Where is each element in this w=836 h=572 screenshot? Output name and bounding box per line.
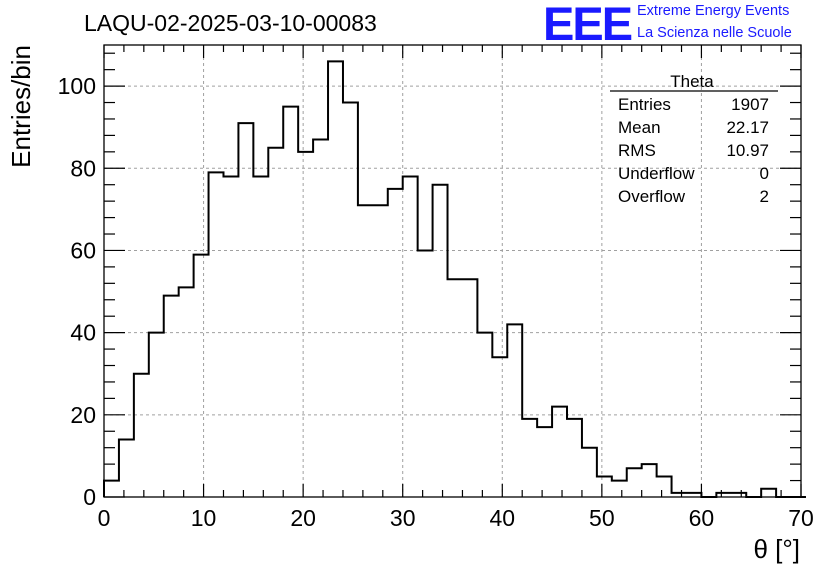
histogram-bin	[388, 189, 403, 497]
logo-caption-line1: Extreme Energy Events	[637, 3, 790, 19]
histogram-bin	[328, 61, 343, 497]
histogram-bin	[462, 279, 477, 497]
stats-row-value: 22.17	[726, 118, 769, 137]
x-tick-label: 0	[98, 505, 111, 531]
histogram-bin	[134, 374, 149, 497]
stats-box: Theta Entries 1907 Mean 22.17 RMS 10.97 Underf…	[610, 72, 778, 206]
histogram-bin	[283, 107, 298, 497]
stats-row-label: Entries	[618, 95, 671, 114]
histogram-bin	[403, 176, 418, 497]
histogram-bin	[238, 123, 253, 497]
histogram-bin	[597, 476, 612, 497]
histogram-bin	[418, 250, 433, 497]
y-tick-label: 80	[70, 155, 96, 181]
histogram-bin	[448, 279, 463, 497]
histogram-bin	[492, 357, 507, 497]
histogram-bin	[373, 205, 388, 497]
histogram-bin	[313, 140, 328, 497]
histogram-bin	[164, 296, 179, 497]
histogram-bin	[522, 419, 537, 497]
stats-row-label: Mean	[618, 118, 661, 137]
histogram-bin	[209, 172, 224, 497]
histogram-bin	[104, 481, 119, 497]
histogram-bin	[537, 427, 552, 497]
histogram-bin	[627, 468, 642, 497]
y-tick-label: 0	[83, 484, 96, 510]
histogram-bin	[223, 176, 238, 497]
histogram-bin	[343, 103, 358, 497]
histogram-bin	[507, 324, 522, 497]
stats-row-label: Overflow	[618, 187, 686, 206]
histogram-bin	[761, 489, 776, 497]
x-tick-label: 20	[290, 505, 316, 531]
histogram-bin	[253, 176, 268, 497]
histogram-bin	[358, 205, 373, 497]
stats-row-label: Underflow	[618, 164, 695, 183]
stats-title: Theta	[670, 72, 714, 91]
stats-row-label: RMS	[618, 141, 656, 160]
y-tick-label: 100	[58, 73, 96, 99]
histogram-outline	[103, 60, 806, 498]
stats-row-value: 2	[760, 187, 769, 206]
y-tick-label: 40	[70, 320, 96, 346]
stats-row-value: 0	[760, 164, 769, 183]
x-tick-label: 30	[390, 505, 416, 531]
grid-lines	[104, 45, 801, 497]
stats-rows: Entries 1907 Mean 22.17 RMS 10.97 Underflow 0 Ov…	[618, 95, 769, 206]
x-tick-label: 60	[689, 505, 715, 531]
histogram-bin	[268, 148, 283, 497]
histogram-bin	[179, 287, 194, 497]
histogram-bin	[149, 333, 164, 497]
x-tick-label: 50	[589, 505, 615, 531]
histogram-bin	[642, 464, 657, 497]
histogram-bin	[552, 407, 567, 497]
y-tick-label: 20	[70, 402, 96, 428]
stats-row-value: 1907	[731, 95, 769, 114]
histogram-bin	[433, 185, 448, 497]
y-tick-label: 60	[70, 237, 96, 263]
histogram-bin	[194, 255, 209, 497]
histogram-bin	[567, 419, 582, 497]
eee-logo: EEE	[543, 0, 633, 50]
stats-row-value: 10.97	[726, 141, 769, 160]
histogram-bin	[657, 476, 672, 497]
histogram-bin	[612, 481, 627, 497]
chart-title: LAQU-02-2025-03-10-00083	[84, 10, 377, 36]
histogram-bin	[298, 152, 313, 497]
y-axis-label: Entries/bin	[6, 45, 36, 168]
histogram-bin	[477, 333, 492, 497]
x-tick-label: 40	[489, 505, 515, 531]
logo-caption-line2: La Scienza nelle Scuole	[637, 25, 792, 41]
histogram-step-line	[103, 60, 806, 498]
x-tick-label: 70	[788, 505, 814, 531]
histogram-bin	[582, 448, 597, 497]
x-tick-label: 10	[191, 505, 217, 531]
histogram-bin	[119, 439, 134, 497]
plot-frame	[103, 44, 802, 498]
x-axis-label: θ [°]	[753, 534, 800, 564]
